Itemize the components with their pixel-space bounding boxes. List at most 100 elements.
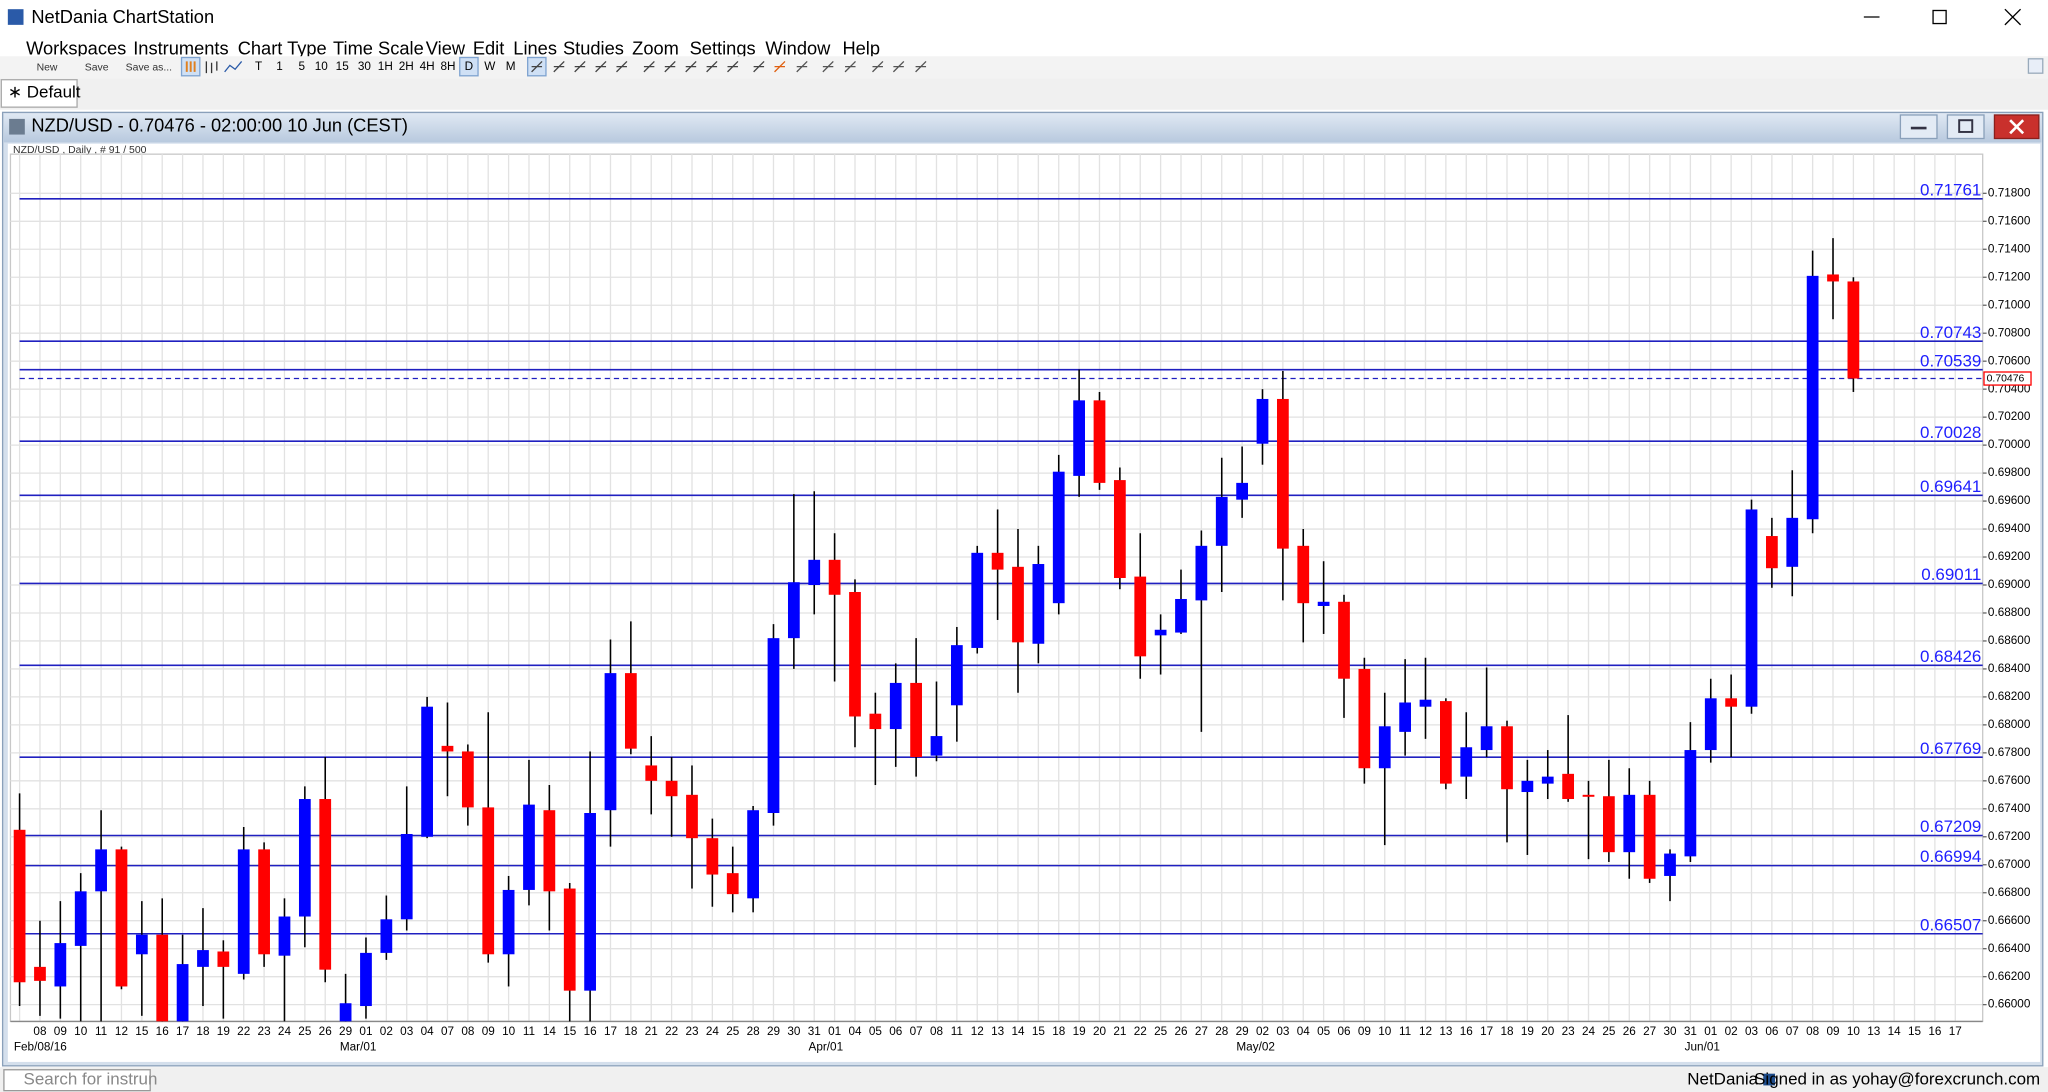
candle-body[interactable] xyxy=(441,745,454,752)
menu-item[interactable]: Settings xyxy=(690,38,756,59)
candle-body[interactable] xyxy=(1603,796,1615,853)
tool-icon[interactable] xyxy=(727,60,739,73)
candle-body[interactable] xyxy=(1582,794,1595,797)
candle-body[interactable] xyxy=(869,713,882,730)
candle-body[interactable] xyxy=(54,943,67,987)
candle-body[interactable] xyxy=(1480,726,1493,751)
candle-body[interactable] xyxy=(1827,274,1839,282)
candle-body[interactable] xyxy=(482,807,495,955)
candle-body[interactable] xyxy=(849,591,861,717)
candle-body[interactable] xyxy=(421,706,433,837)
toolbar-button[interactable]: Save xyxy=(85,63,109,74)
candle-body[interactable] xyxy=(706,838,719,875)
candle-body[interactable] xyxy=(910,682,922,758)
candle-body[interactable] xyxy=(1440,701,1452,784)
period-button[interactable]: 10 xyxy=(315,60,329,73)
candle-body[interactable] xyxy=(217,951,230,967)
toolbar-toggle[interactable] xyxy=(2027,58,2044,74)
candle-body[interactable] xyxy=(1460,747,1473,777)
candle-body[interactable] xyxy=(584,813,596,991)
candle-body[interactable] xyxy=(380,919,393,953)
candle-body[interactable] xyxy=(1501,726,1513,790)
period-button[interactable]: 30 xyxy=(358,60,372,73)
chart-restore[interactable] xyxy=(1946,114,1985,140)
period-button[interactable]: 8H xyxy=(440,60,455,73)
tool-icon[interactable] xyxy=(872,60,884,73)
candle-body[interactable] xyxy=(34,966,46,981)
candle-body[interactable] xyxy=(563,888,576,991)
candle-body[interactable] xyxy=(1562,773,1575,800)
tool-icon[interactable] xyxy=(595,60,607,73)
candle-body[interactable] xyxy=(1093,400,1106,483)
tool-icon[interactable] xyxy=(892,60,905,73)
period-button[interactable]: 15 xyxy=(336,60,350,73)
period-button[interactable]: 4H xyxy=(420,60,435,73)
search-box[interactable] xyxy=(3,1069,151,1092)
candle-body[interactable] xyxy=(1623,794,1636,853)
tool-icon[interactable] xyxy=(706,60,718,73)
candle-body[interactable] xyxy=(400,833,413,920)
candle-body[interactable] xyxy=(787,582,800,639)
candle-body[interactable] xyxy=(624,673,637,749)
restore-button[interactable] xyxy=(1932,9,1947,25)
candle-body[interactable] xyxy=(1684,750,1697,857)
tool-icon[interactable] xyxy=(643,60,655,73)
toolbar-button[interactable]: New xyxy=(37,63,58,74)
candle-body[interactable] xyxy=(176,964,189,1022)
tool-icon[interactable] xyxy=(796,60,808,73)
menu-item[interactable]: Zoom xyxy=(632,38,679,59)
close-button[interactable] xyxy=(2004,8,2022,26)
tool-icon[interactable] xyxy=(753,60,765,73)
period-button[interactable]: 2H xyxy=(399,60,414,73)
candle-body[interactable] xyxy=(767,638,780,814)
candle-body[interactable] xyxy=(950,645,963,706)
tool-icon[interactable] xyxy=(822,60,834,73)
candle-body[interactable] xyxy=(1032,564,1045,644)
candle-body[interactable] xyxy=(1664,853,1676,876)
candle-body[interactable] xyxy=(1134,576,1147,657)
candle-body[interactable] xyxy=(278,916,291,956)
menu-item[interactable]: Chart Type xyxy=(238,38,327,59)
tool-icon[interactable] xyxy=(844,60,856,73)
tool-icon[interactable] xyxy=(915,60,927,73)
menu-item[interactable]: Lines xyxy=(513,38,557,59)
search-placeholder[interactable]: Search for instrun xyxy=(24,1070,158,1089)
period-button[interactable]: D xyxy=(465,60,474,73)
candle-body[interactable] xyxy=(1786,517,1799,567)
candle-body[interactable] xyxy=(1317,601,1330,606)
candle-body[interactable] xyxy=(13,829,26,983)
period-button[interactable]: 5 xyxy=(298,60,305,73)
tool-icon[interactable] xyxy=(774,60,786,73)
menu-item[interactable]: Workspaces xyxy=(26,38,126,59)
candle-body[interactable] xyxy=(1276,398,1289,549)
candle-body[interactable] xyxy=(1521,780,1534,793)
candle-body[interactable] xyxy=(686,794,698,839)
candle-body[interactable] xyxy=(604,673,617,811)
candle-body[interactable] xyxy=(1195,545,1208,601)
candle-body[interactable] xyxy=(156,934,169,1022)
candle-body[interactable] xyxy=(645,765,658,781)
candle-body[interactable] xyxy=(889,682,902,730)
candle-body[interactable] xyxy=(1745,509,1758,707)
candle-body[interactable] xyxy=(1073,400,1085,476)
menu-item[interactable]: Window xyxy=(765,38,831,59)
candle-body[interactable] xyxy=(971,552,984,648)
tool-icon[interactable] xyxy=(685,60,697,73)
candle-body[interactable] xyxy=(135,934,148,955)
icon[interactable] xyxy=(205,61,218,74)
candle-body[interactable] xyxy=(360,952,372,1007)
menu-item[interactable]: Studies xyxy=(563,38,624,59)
candle-body[interactable] xyxy=(1297,545,1310,604)
candle-body[interactable] xyxy=(665,780,678,797)
candle-body[interactable] xyxy=(1806,275,1819,520)
candle-body[interactable] xyxy=(1766,536,1778,569)
candle-body[interactable] xyxy=(237,849,250,974)
period-button[interactable]: W xyxy=(484,60,496,73)
tool-icon[interactable] xyxy=(553,60,565,73)
candle-body[interactable] xyxy=(197,950,209,967)
tab-label[interactable]: ∗ Default xyxy=(8,82,81,101)
candle-body[interactable] xyxy=(808,559,821,585)
menu-item[interactable]: View xyxy=(426,38,466,59)
candle-body[interactable] xyxy=(1643,794,1656,879)
candle-body[interactable] xyxy=(1052,471,1065,604)
